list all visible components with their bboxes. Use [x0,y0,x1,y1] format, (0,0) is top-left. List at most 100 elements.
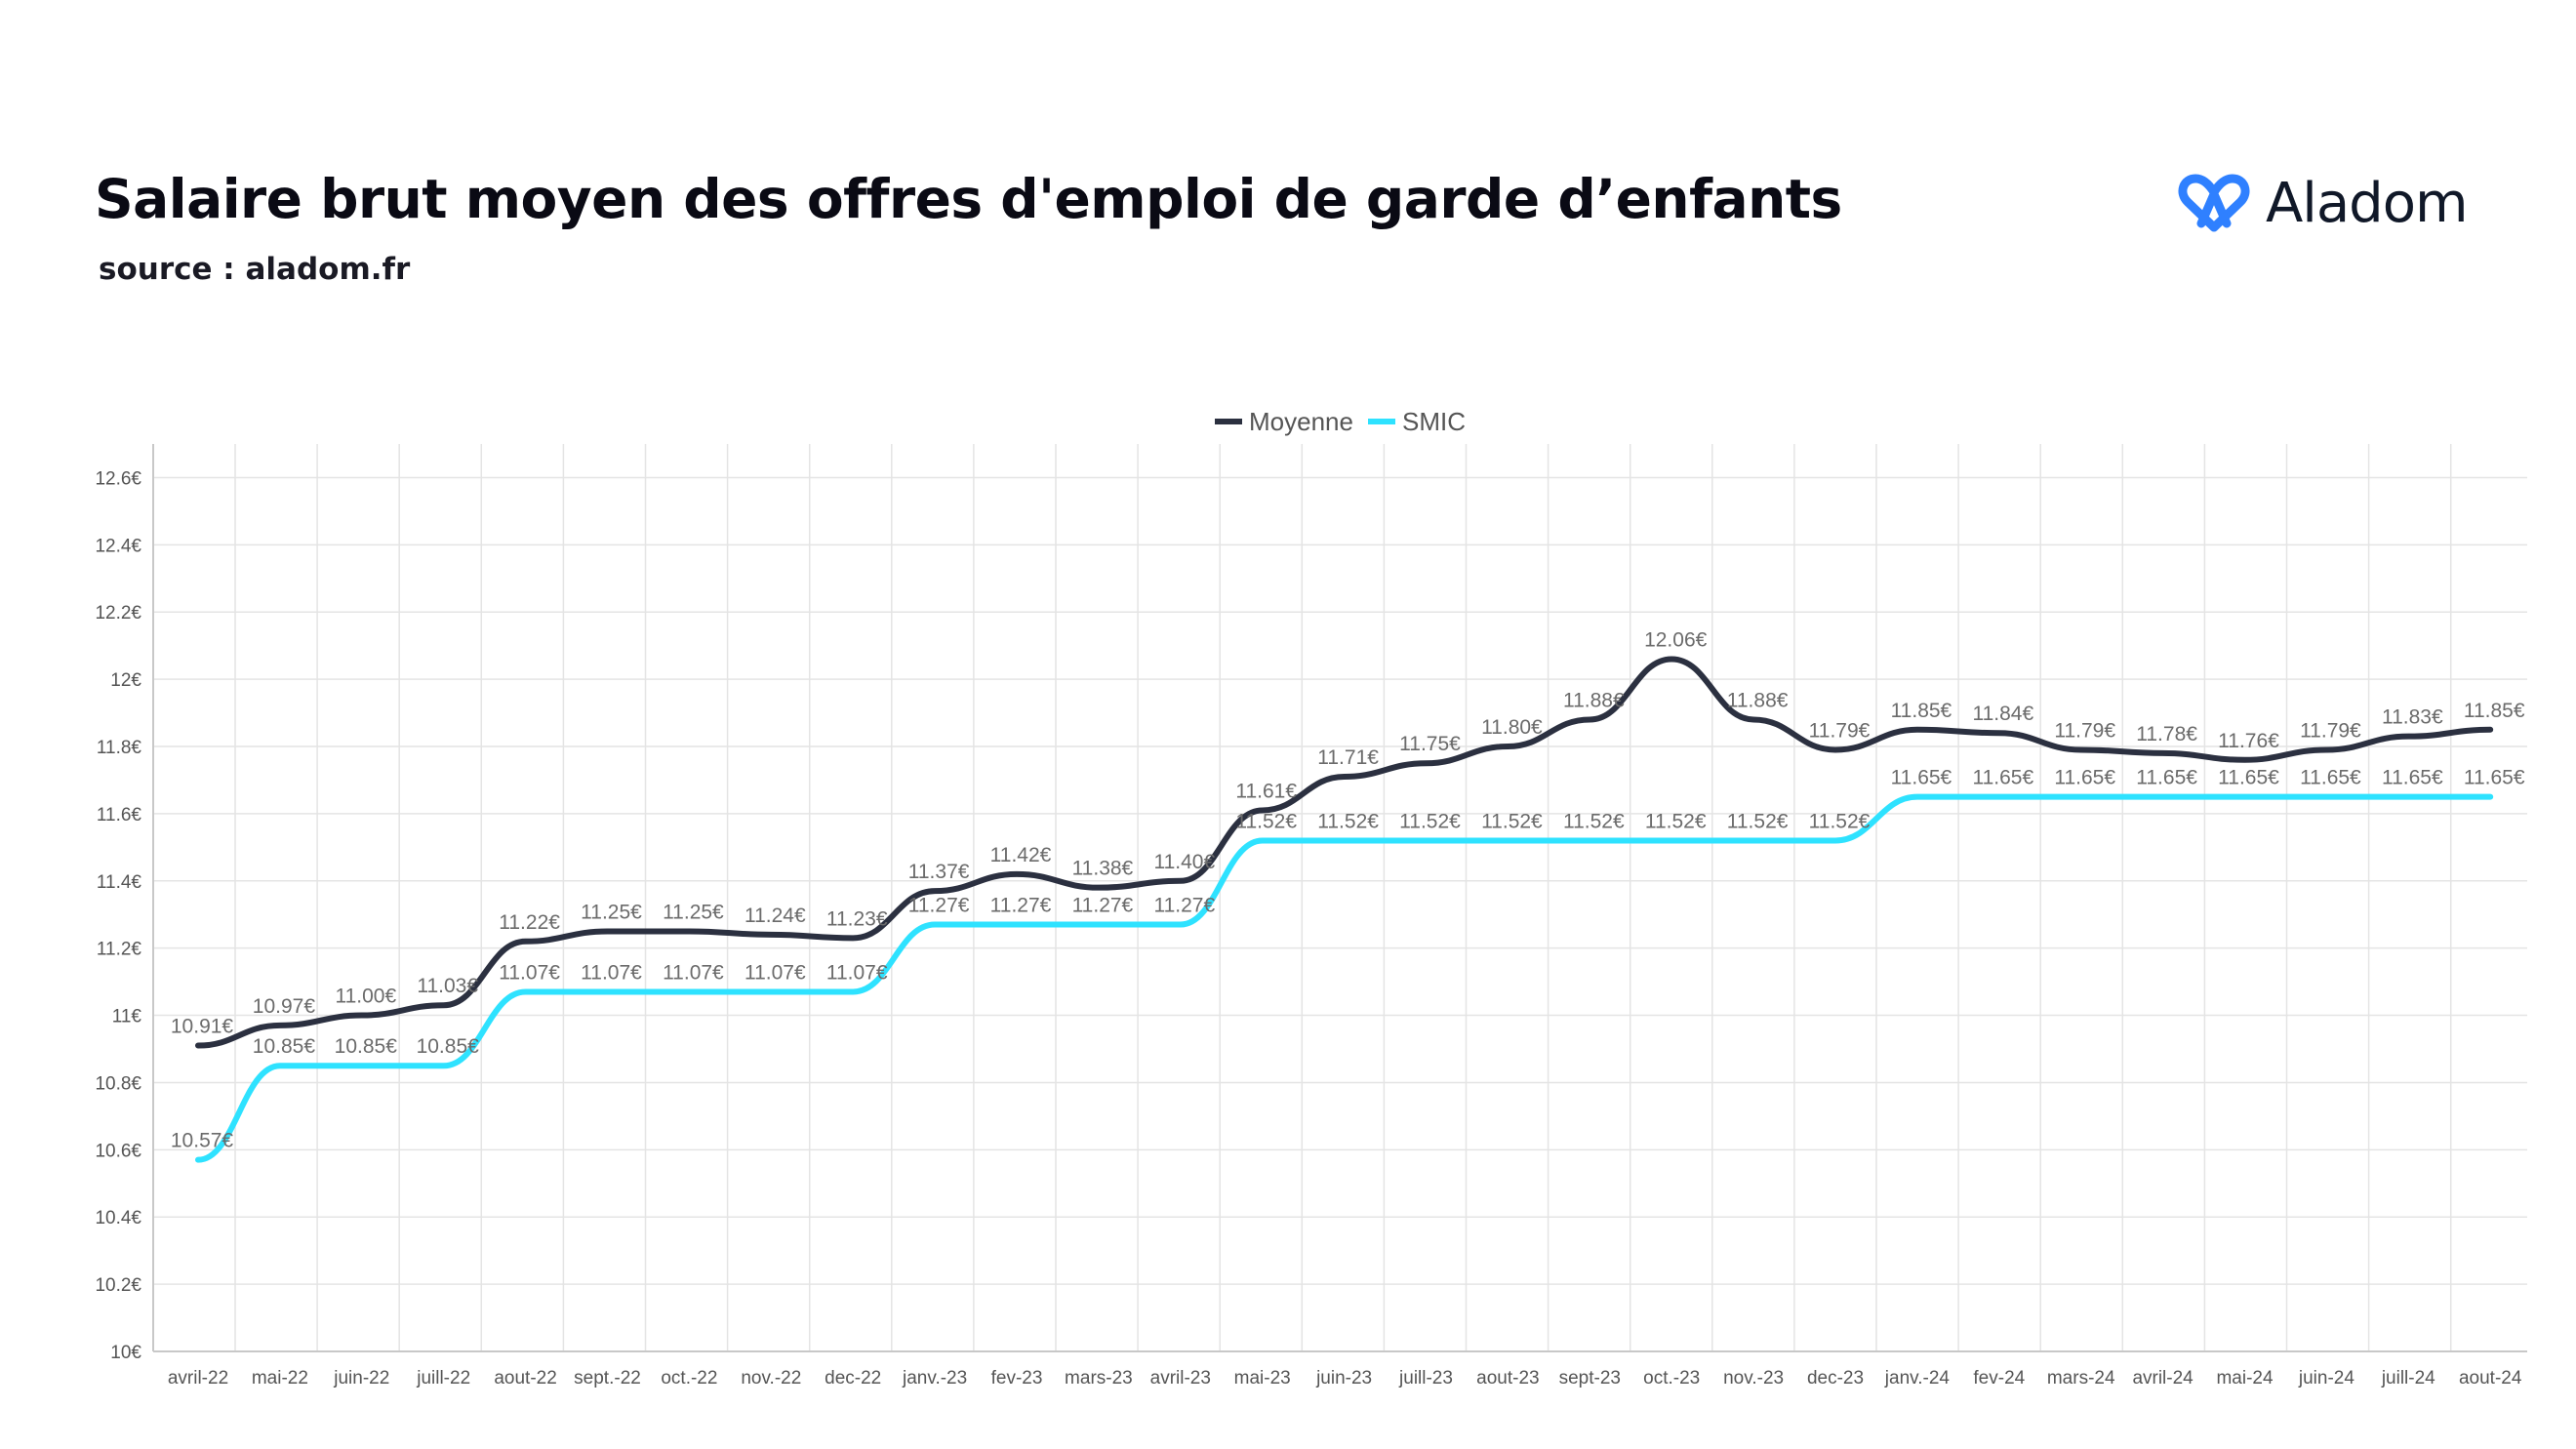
y-tick-label: 11.4€ [97,872,142,893]
x-axis-labels: avril-22 mai-22 juin-22 juill-22 aout-22 sept… [168,1368,2522,1389]
x-tick-label: juill-24 [2381,1368,2435,1389]
grid: 10€ 10.2€ 10.4€ 10.6€ 10.8€ 11€ 11.2€ 11.4€ 11.6… [95,444,2527,1363]
data-label: 11.75€ [1399,733,1461,755]
y-tick-label: 11€ [112,1007,142,1027]
data-label: 11.85€ [1891,700,1952,722]
x-tick-label: janv.-23 [902,1368,967,1389]
data-label: 11.88€ [1563,689,1625,711]
data-label: 11.79€ [2300,719,2361,742]
x-tick-label: juill-23 [1398,1368,1453,1389]
data-label: 11.52€ [1563,810,1625,832]
x-tick-label: avril-24 [2132,1368,2194,1389]
data-label: 10.85€ [253,1035,316,1058]
data-label: 11.25€ [581,901,642,923]
data-label: 11.78€ [2136,723,2197,745]
y-tick-label: 10.8€ [95,1073,141,1094]
data-label: 10.97€ [253,995,316,1018]
x-tick-label: fev-24 [1973,1368,2025,1389]
legend-label: SMIC [1402,407,1466,436]
data-label: 11.38€ [1072,858,1134,880]
data-label: 11.65€ [2136,767,2197,789]
data-label: 11.07€ [745,961,806,984]
data-label: 12.06€ [1644,628,1708,651]
data-label: 11.83€ [2382,706,2443,729]
x-tick-label: sept.-22 [574,1368,641,1389]
data-label: 11.80€ [1481,716,1543,739]
data-label: 10.85€ [335,1035,398,1058]
y-tick-label: 11.6€ [97,805,142,825]
x-tick-label: nov.-23 [1723,1368,1784,1389]
y-tick-label: 10.2€ [95,1275,141,1296]
data-label: 11.65€ [2054,767,2115,789]
x-tick-label: dec-22 [825,1368,881,1389]
x-tick-label: juin-23 [1315,1368,1372,1389]
y-tick-label: 11.2€ [97,940,142,960]
x-tick-label: juin-22 [333,1368,389,1389]
data-label: 11.00€ [335,986,396,1008]
y-tick-label: 10.6€ [95,1141,141,1161]
y-tick-label: 12.4€ [95,536,141,556]
legend: Moyenne SMIC [1215,407,1466,436]
data-label: 11.07€ [826,961,888,984]
series-moyenne: 10.91€ 10.97€ 11.00€ 11.03€ 11.22€ 11.25€ 11.2… [171,628,2525,1049]
data-label: 11.65€ [2382,767,2443,789]
data-label: 11.65€ [2218,767,2279,789]
data-label: 11.65€ [1972,767,2033,789]
x-tick-label: oct.-22 [661,1368,717,1389]
data-label: 11.03€ [417,975,478,997]
source-caption: source : aladom.fr [99,252,411,287]
data-label: 11.65€ [2300,767,2361,789]
data-label: 11.52€ [1235,810,1297,832]
data-label: 11.27€ [1153,895,1215,917]
data-label: 11.88€ [1727,689,1789,711]
data-label: 11.27€ [1072,895,1134,917]
x-tick-label: oct.-23 [1643,1368,1700,1389]
x-tick-label: aout-24 [2459,1368,2522,1389]
y-tick-label: 10.4€ [95,1208,141,1228]
data-label: 11.52€ [1317,810,1379,832]
x-tick-label: avril-23 [1150,1368,1211,1389]
x-tick-label: avril-22 [168,1368,228,1389]
data-label: 11.52€ [1809,810,1871,832]
data-label: 11.23€ [826,907,888,930]
data-label: 11.85€ [2464,700,2525,722]
x-tick-label: juin-24 [2298,1368,2355,1389]
data-label: 11.52€ [1645,810,1707,832]
data-label: 11.61€ [1235,780,1297,802]
x-tick-label: fev-23 [991,1368,1043,1389]
data-label: 11.22€ [499,911,560,934]
data-label: 11.79€ [1809,719,1871,742]
data-label: 11.42€ [990,844,1052,866]
x-tick-label: juill-22 [416,1368,470,1389]
data-label: 11.52€ [1727,810,1789,832]
series-line-smic [195,793,2494,1163]
data-label: 11.65€ [2464,767,2525,789]
data-label: 11.84€ [1972,703,2033,725]
x-tick-label: mai-23 [1234,1368,1291,1389]
data-label: 11.07€ [663,961,724,984]
data-label: 11.76€ [2218,730,2279,752]
series-line-moyenne [195,656,2494,1049]
series-smic: 10.57€ 10.85€ 10.85€ 10.85€ 11.07€ 11.07€ 11.0… [171,767,2525,1163]
aladom-logo-icon [2178,174,2250,231]
data-label: 11.27€ [908,895,970,917]
data-label: 10.91€ [171,1016,234,1038]
data-label: 11.79€ [2054,719,2115,742]
x-tick-label: nov.-22 [741,1368,801,1389]
x-tick-label: dec-23 [1807,1368,1864,1389]
x-tick-label: aout-23 [1476,1368,1539,1389]
data-label: 11.07€ [499,961,560,984]
x-tick-label: sept-23 [1559,1368,1621,1389]
legend-label: Moyenne [1249,407,1353,436]
y-tick-label: 12€ [110,670,141,691]
y-tick-label: 10€ [110,1343,141,1363]
data-label: 11.25€ [663,901,724,923]
page-title: Salaire brut moyen des offres d'emploi d… [95,168,1842,230]
x-tick-label: aout-22 [494,1368,556,1389]
data-label: 10.57€ [171,1130,234,1152]
data-label: 11.37€ [908,861,970,883]
y-tick-label: 11.8€ [97,738,142,758]
brand-logo[interactable]: Aladom [2174,172,2469,235]
data-label: 11.27€ [990,895,1052,917]
